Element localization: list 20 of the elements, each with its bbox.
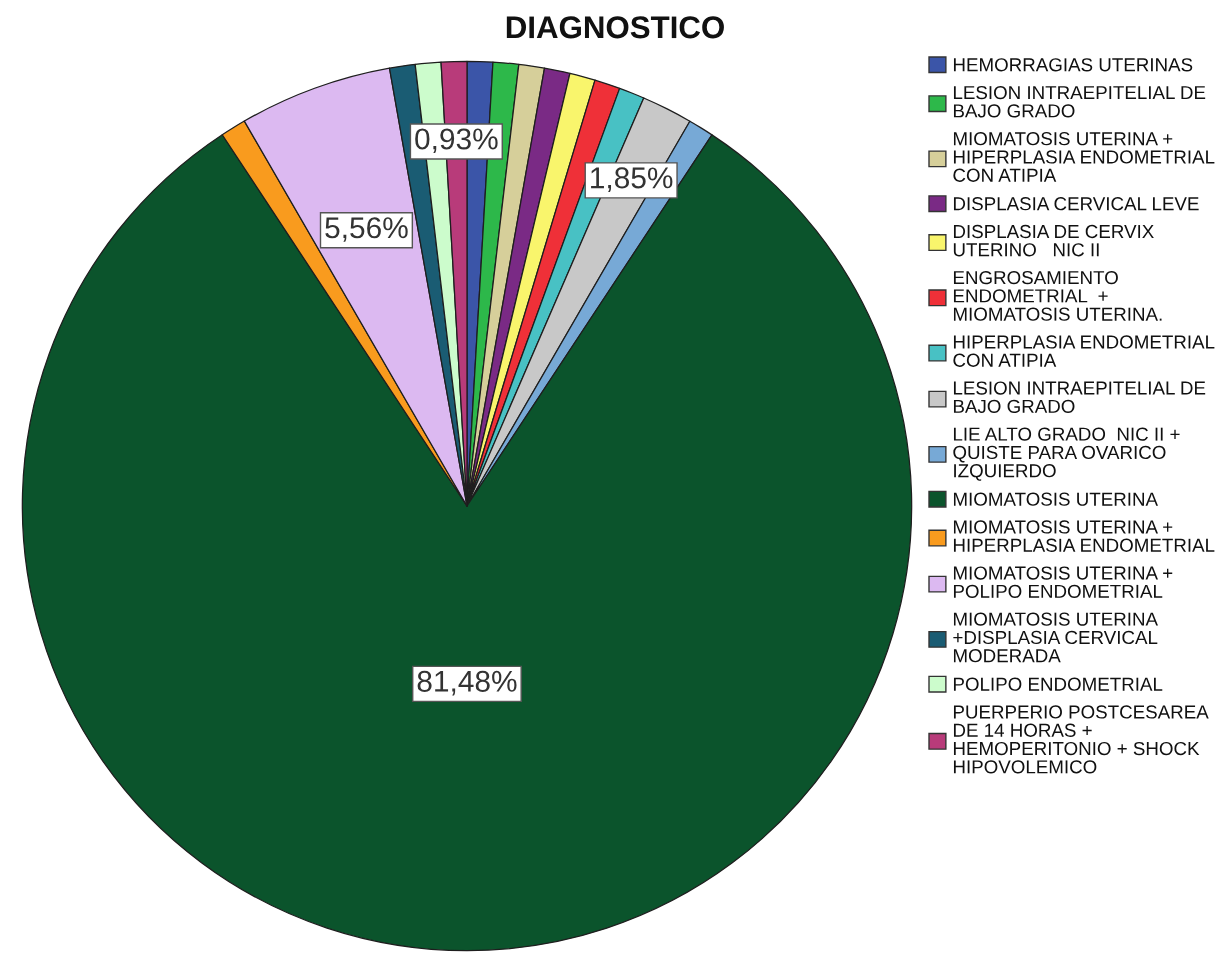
chart-title: DIAGNOSTICO — [506, 16, 724, 39]
legend-label: MIOMATOSIS UTERINA — [953, 492, 1158, 506]
legend-label: POLIPO ENDOMETRIAL — [953, 677, 1163, 691]
legend-label: LESION INTRAEPITELIAL DE BAJO GRADO — [953, 381, 1206, 413]
legend-label: PUERPERIO POSTCESAREA DE 14 HORAS + HEMOPERITONIO + SHOCK HIPOVOLEMICO — [953, 705, 1209, 774]
data-label: 81,48% — [417, 670, 517, 696]
legend-label: HEMORRAGIAS UTERINAS — [953, 58, 1193, 72]
legend-label: HIPERPLASIA ENDOMETRIAL CON ATIPIA — [953, 335, 1215, 367]
legend-label: MIOMATOSIS UTERINA + POLIPO ENDOMETRIAL — [953, 566, 1173, 598]
legend-label: LESION INTRAEPITELIAL DE BAJO GRADO — [953, 85, 1206, 118]
legend-label: MIOMATOSIS UTERINA + HIPERPLASIA ENDOMETRIAL CON ATIPIA — [953, 132, 1215, 182]
legend-label: ENGROSAMIENTO ENDOMETRIAL + MIOMATOSIS UTERINA. — [953, 270, 1162, 321]
legend-label: DISPLASIA CERVICAL LEVE — [953, 197, 1199, 211]
data-label: 0,93% — [415, 128, 498, 154]
data-label: 1,85% — [591, 167, 673, 192]
legend-label: MIOMATOSIS UTERINA + HIPERPLASIA ENDOMETRIAL — [953, 520, 1215, 552]
legend-label: LIE ALTO GRADO NIC II + QUISTE PARA OVARICO IZQUIERDO — [953, 427, 1180, 481]
legend-label: MIOMATOSIS UTERINA +DISPLASIA CERVICAL MODERADA — [953, 612, 1158, 663]
data-label: 5,56% — [325, 217, 408, 242]
legend-label: DISPLASIA DE CERVIX UTERINO NIC II — [953, 224, 1154, 257]
